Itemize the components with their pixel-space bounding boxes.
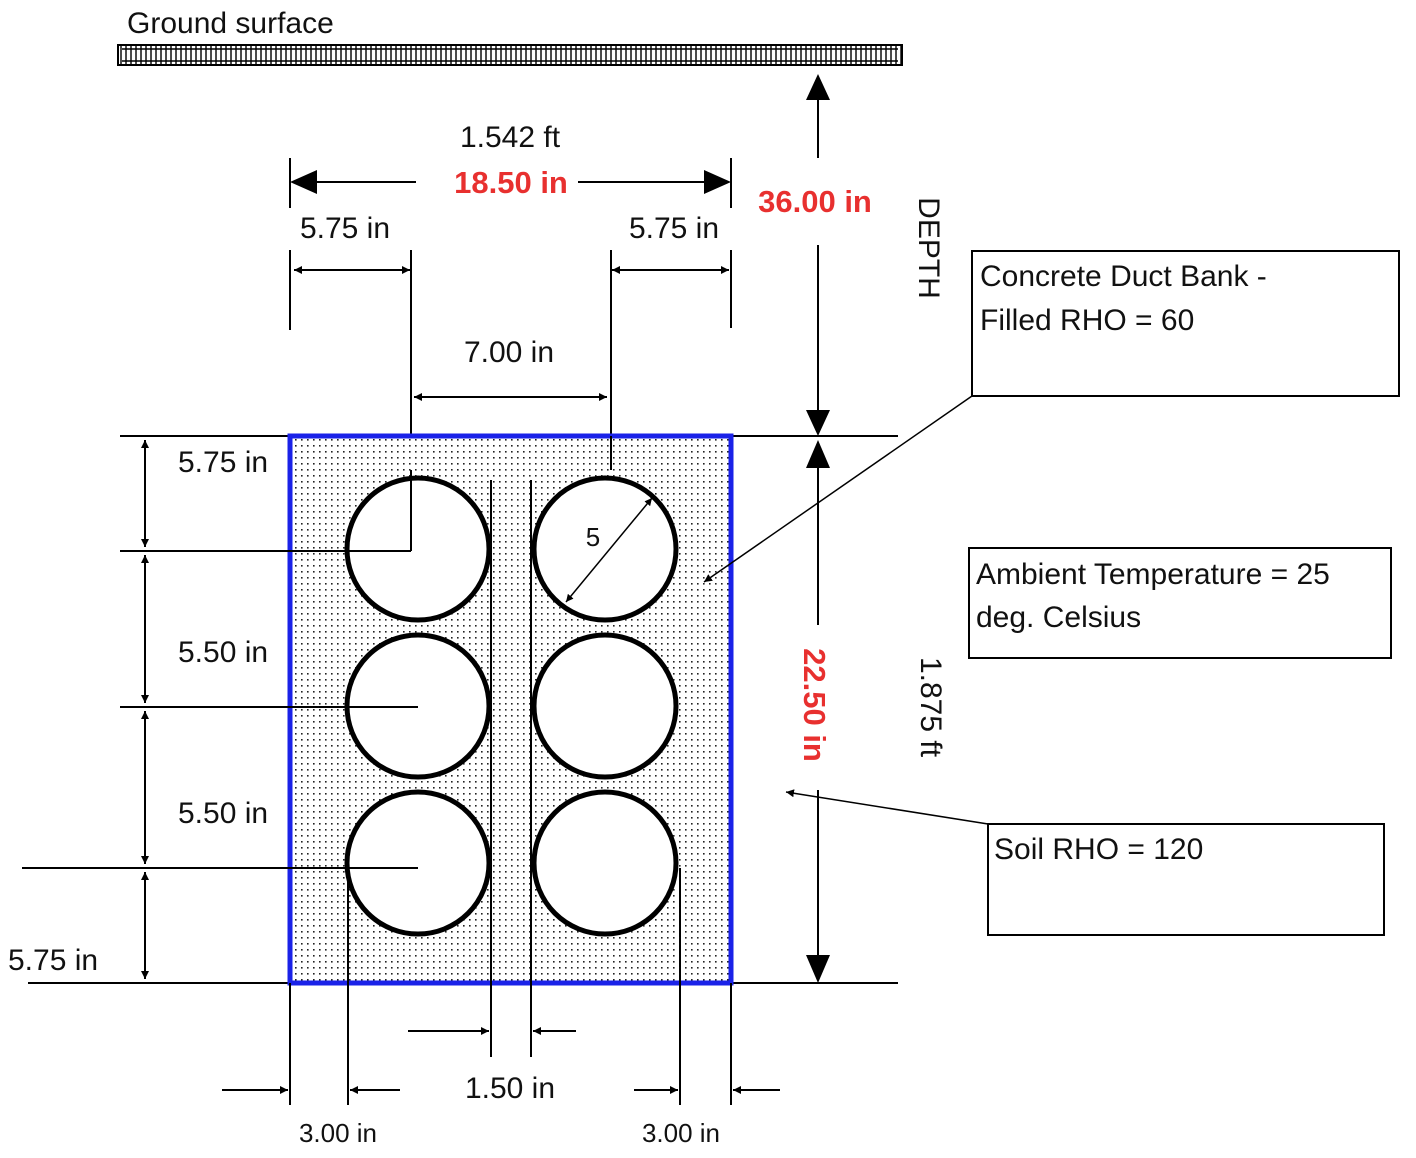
vdim-4-label: 5.75 in <box>8 944 98 977</box>
width-inches-label: 18.50 in <box>454 165 568 200</box>
top-margin-left-label: 5.75 in <box>300 212 390 245</box>
vdim-1-label: 5.75 in <box>178 446 268 479</box>
duct-5 <box>531 632 679 780</box>
soil-note-line-1: Soil RHO = 120 <box>994 833 1203 866</box>
width-arrow-left <box>290 170 317 194</box>
soil-leader <box>785 789 989 825</box>
center-spacing-label: 7.00 in <box>464 336 554 369</box>
depth-arrow-up <box>806 74 830 100</box>
depth-arrow-down <box>806 410 830 436</box>
height-inches-label: 22.50 in <box>797 648 832 762</box>
concrete-note-box <box>971 250 1400 397</box>
duct-3 <box>344 789 492 937</box>
duct-1 <box>344 475 492 623</box>
vdim-3-label: 5.50 in <box>178 797 268 830</box>
ambient-note-box <box>968 547 1392 659</box>
diameter-label: 5 <box>586 522 600 552</box>
height-arrow-up <box>806 440 830 468</box>
ground-surface-bar <box>117 44 903 66</box>
vdim-2-label: 5.50 in <box>178 636 268 669</box>
depth-label: DEPTH <box>912 197 945 299</box>
duct-4 <box>531 475 679 623</box>
depth-value-label: 36.00 in <box>758 184 872 219</box>
ground-surface-label: Ground surface <box>127 7 334 40</box>
concrete-leader <box>703 395 973 583</box>
soil-note-box <box>987 823 1385 936</box>
width-ft-label: 1.542 ft <box>460 121 561 154</box>
diameter-dim <box>565 497 653 603</box>
concrete-note-line-1: Concrete Duct Bank - <box>980 260 1267 293</box>
bottom-right-label: 3.00 in <box>642 1118 720 1148</box>
bottom-left-label: 3.00 in <box>299 1118 377 1148</box>
ambient-note-line-2: deg. Celsius <box>976 601 1141 634</box>
bottom-middle-label: 1.50 in <box>465 1072 555 1105</box>
width-arrow-right <box>704 170 731 194</box>
duct-6 <box>531 789 679 937</box>
height-arrow-down <box>806 955 830 983</box>
height-ft-label: 1.875 ft <box>914 657 947 758</box>
concrete-note-line-2: Filled RHO = 60 <box>980 304 1194 337</box>
ambient-note-line-1: Ambient Temperature = 25 <box>976 558 1330 591</box>
top-margin-right-label: 5.75 in <box>629 212 719 245</box>
